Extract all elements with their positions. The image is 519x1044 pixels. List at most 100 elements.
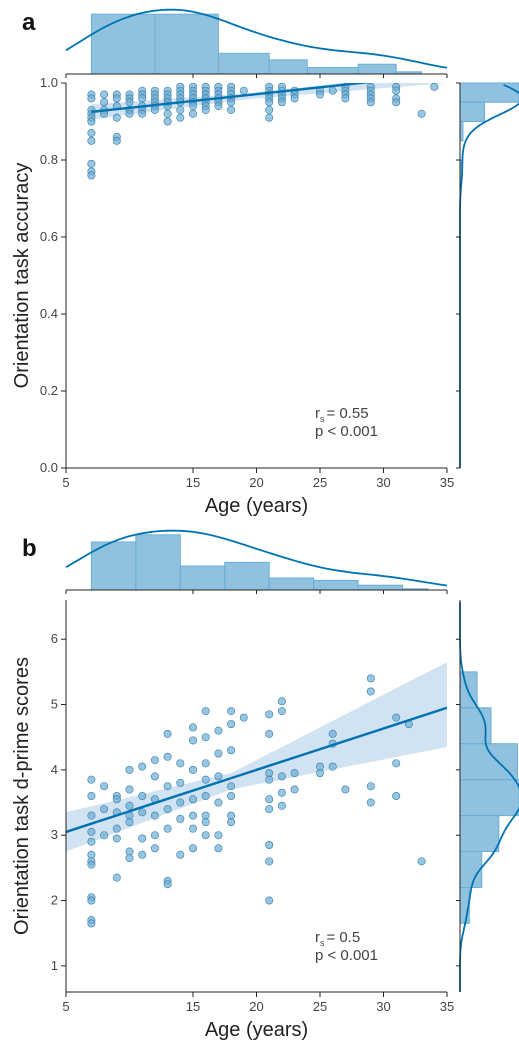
data-point [112, 873, 121, 882]
data-point [189, 109, 198, 118]
x-tick-label: 30 [376, 999, 390, 1014]
data-point [290, 785, 299, 794]
data-point [87, 117, 96, 126]
histogram-bar [459, 101, 486, 122]
data-point [214, 102, 223, 111]
main-plot: 5 15 20 25 30 35 1 2 3 4 5 6 Age (years) Orientation … [11, 600, 454, 1041]
data-point [163, 109, 172, 118]
data-point [189, 844, 198, 853]
histogram-bar [90, 13, 156, 75]
right-marginal-histogram [456, 82, 519, 469]
x-tick-label: 35 [440, 999, 454, 1014]
data-point [87, 827, 96, 836]
data-point [87, 896, 96, 905]
data-point [277, 801, 286, 810]
data-point [189, 765, 198, 774]
y-tick-label: 3 [51, 827, 58, 842]
data-point [227, 791, 236, 800]
stat-r-value: = 0.5 [327, 929, 361, 946]
data-point [176, 759, 185, 768]
data-point [417, 857, 426, 866]
data-point [366, 98, 375, 107]
main-plot: 5 15 20 25 30 35 0.0 0.2 0.4 0.6 0.8 1.0 Age (years)… [11, 75, 454, 517]
histogram-bar [459, 851, 483, 888]
histogram-bar [135, 534, 181, 591]
data-point [87, 136, 96, 145]
data-point [150, 844, 159, 853]
data-point [265, 105, 274, 114]
data-point [214, 749, 223, 758]
y-tick-label: 0.0 [40, 460, 58, 475]
stat-r-prefix: r [315, 405, 320, 422]
data-point [87, 919, 96, 928]
x-tick-label: 30 [376, 475, 390, 490]
y-tick-label: 6 [51, 631, 58, 646]
data-point [265, 113, 274, 122]
data-point [392, 759, 401, 768]
y-tick-label: 0.8 [40, 152, 58, 167]
data-point [150, 831, 159, 840]
data-point [239, 713, 248, 722]
data-point [87, 129, 96, 138]
data-point [150, 811, 159, 820]
data-point [227, 782, 236, 791]
panel-a: a 5 15 20 25 30 35 0.0 0.2 0.4 0.6 0.8 1.0 Age (years… [11, 8, 519, 517]
data-point [227, 720, 236, 729]
data-point [290, 769, 299, 778]
histogram-bar [268, 577, 315, 591]
data-point [100, 831, 109, 840]
y-tick-label: 5 [51, 697, 58, 712]
data-point [265, 795, 274, 804]
top-marginal-histogram [65, 8, 448, 78]
data-point [214, 726, 223, 735]
histogram-bar [357, 63, 397, 75]
data-point [87, 775, 96, 784]
data-point [176, 778, 185, 787]
stat-r: rs = 0.55 [315, 405, 369, 424]
data-point [277, 98, 286, 107]
data-point [150, 772, 159, 781]
data-point [112, 136, 121, 145]
histogram-bar [459, 707, 492, 745]
data-point [87, 791, 96, 800]
y-tick-label: 1 [51, 958, 58, 973]
data-point [138, 850, 147, 859]
data-point [176, 798, 185, 807]
data-point [265, 710, 274, 719]
y-tick-label: 0.6 [40, 229, 58, 244]
stat-p: p < 0.001 [315, 423, 378, 440]
data-point [214, 844, 223, 853]
data-point [214, 831, 223, 840]
right-kde-line [459, 84, 519, 468]
data-point [277, 772, 286, 781]
x-tick-label: 20 [249, 999, 263, 1014]
data-point [328, 762, 337, 771]
histogram-bar [459, 779, 519, 817]
histogram-bar [90, 541, 137, 591]
y-tick-label: 4 [51, 762, 58, 777]
histogram-bar [313, 579, 359, 591]
data-point [163, 805, 172, 814]
data-point [189, 824, 198, 833]
data-point [100, 805, 109, 814]
histogram-bar [217, 52, 270, 75]
y-tick-label: 2 [51, 893, 58, 908]
data-point [125, 854, 134, 863]
x-tick-label: 25 [313, 475, 327, 490]
right-kde-line [459, 602, 519, 992]
data-point [214, 772, 223, 781]
data-point [341, 785, 350, 794]
data-point [100, 98, 109, 107]
data-point [176, 113, 185, 122]
data-point [87, 171, 96, 180]
data-point [125, 801, 134, 810]
data-point [138, 834, 147, 843]
data-point [87, 837, 96, 846]
y-axis-label: Orientation task d-prime scores [11, 657, 33, 935]
panel-letter: b [22, 535, 37, 562]
top-kde-line [65, 8, 448, 69]
data-point [112, 113, 121, 122]
histogram-bar [179, 565, 226, 591]
y-tick-label: 1.0 [40, 75, 58, 90]
